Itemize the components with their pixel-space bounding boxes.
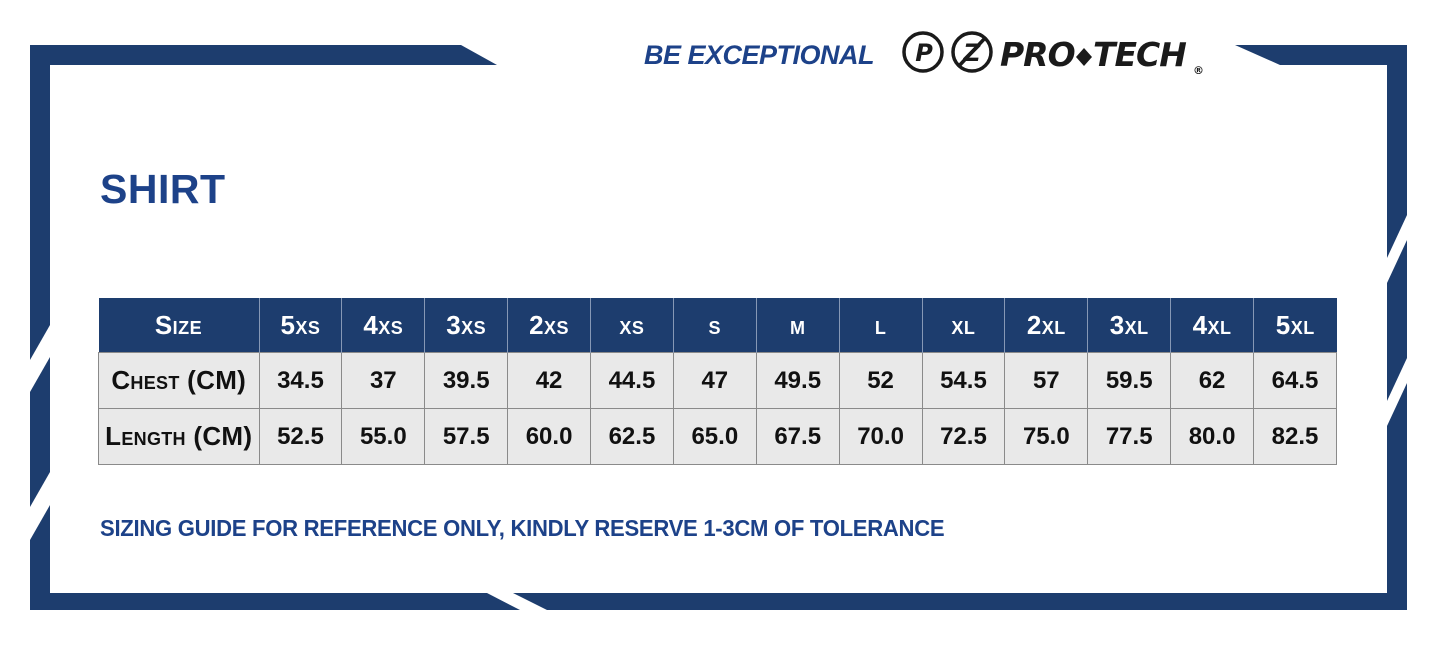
table-cell: 37 [341, 352, 426, 409]
frame-left-bar-seg2 [30, 357, 50, 507]
frame-left-bar-seg3 [30, 505, 50, 610]
frame-right-bar-seg2 [1387, 240, 1407, 401]
table-cell: 57 [1004, 352, 1089, 409]
brand-tagline: BE EXCEPTIONAL [644, 40, 875, 70]
protech-logo: P Z PRO TECH ® [902, 31, 1204, 77]
header-cell-2xl: 2XL [1004, 298, 1089, 353]
frame-right-bar-seg3 [1387, 383, 1407, 610]
frame-left-bar-seg1 [30, 45, 50, 360]
row-label-length: Length (CM) [98, 408, 260, 465]
table-cell: 62 [1170, 352, 1254, 409]
header-cell-5xs: 5XS [259, 298, 343, 353]
header-cell-2xs: 2XS [507, 298, 591, 353]
frame-bottom-left-bar [30, 593, 520, 610]
table-cell: 77.5 [1087, 408, 1172, 465]
header-cell-5xl: 5XL [1253, 298, 1337, 353]
table-cell: 44.5 [590, 352, 674, 409]
header-cell-m: M [756, 298, 840, 353]
size-table-header-row: Size 5XS 4XS 3XS 2XS XS S M L XL 2XL 3XL… [98, 298, 1337, 353]
table-cell: 52.5 [258, 408, 343, 465]
p-monogram-letter: P [915, 39, 933, 67]
table-cell: 80.0 [1170, 408, 1254, 465]
frame-right-bar-seg1 [1387, 45, 1407, 258]
table-cell: 55.0 [341, 408, 426, 465]
table-cell: 65.0 [672, 408, 757, 465]
table-cell: 72.5 [921, 408, 1006, 465]
table-cell: 54.5 [921, 352, 1006, 409]
table-cell: 64.5 [1253, 352, 1337, 409]
table-row-chest: Chest (CM) 34.5 37 39.5 42 44.5 47 49.5 … [98, 352, 1337, 409]
table-cell: 34.5 [258, 352, 343, 409]
header-cell-xs: XS [590, 298, 674, 353]
z-monogram-letter: Z [962, 39, 981, 67]
table-cell: 42 [507, 352, 591, 409]
registered-trademark: ® [1193, 64, 1204, 77]
table-cell: 67.5 [755, 408, 840, 465]
header-cell-s: S [673, 298, 757, 353]
table-cell: 60.0 [507, 408, 591, 465]
header-cell-size: Size [98, 298, 260, 353]
header-cell-4xs: 4XS [341, 298, 426, 353]
table-cell: 39.5 [424, 352, 509, 409]
header-cell-l: L [839, 298, 923, 353]
size-table: Size 5XS 4XS 3XS 2XS XS S M L XL 2XL 3XL… [98, 298, 1337, 465]
logo-wordmark-pro: PRO [1000, 35, 1075, 74]
header-cell-xl: XL [922, 298, 1006, 353]
table-row-length: Length (CM) 52.5 55.0 57.5 60.0 62.5 65.… [98, 408, 1337, 465]
header-cell-4xl: 4XL [1170, 298, 1254, 353]
table-cell: 52 [838, 352, 923, 409]
z-monogram-icon: Z [951, 31, 993, 73]
logo-wordmark-tech: TECH [1093, 35, 1186, 74]
table-cell: 75.0 [1004, 408, 1089, 465]
table-cell: 70.0 [838, 408, 923, 465]
table-cell: 62.5 [590, 408, 674, 465]
frame-top-right-bar [1235, 45, 1407, 65]
footnote: SIZING GUIDE FOR REFERENCE ONLY, KINDLY … [100, 515, 945, 541]
frame-top-left-bar [30, 45, 497, 65]
table-cell: 57.5 [424, 408, 509, 465]
header-cell-3xl: 3XL [1087, 298, 1172, 353]
logo-diamond-separator [1076, 48, 1092, 66]
frame-bottom-right-bar [513, 593, 1407, 610]
table-cell: 49.5 [755, 352, 840, 409]
table-cell: 59.5 [1087, 352, 1172, 409]
table-cell: 47 [672, 352, 757, 409]
table-cell: 82.5 [1253, 408, 1337, 465]
p-monogram-icon: P [902, 31, 944, 73]
row-label-chest: Chest (CM) [98, 352, 260, 409]
page-title: SHIRT [100, 166, 226, 212]
header-cell-3xs: 3XS [424, 298, 509, 353]
